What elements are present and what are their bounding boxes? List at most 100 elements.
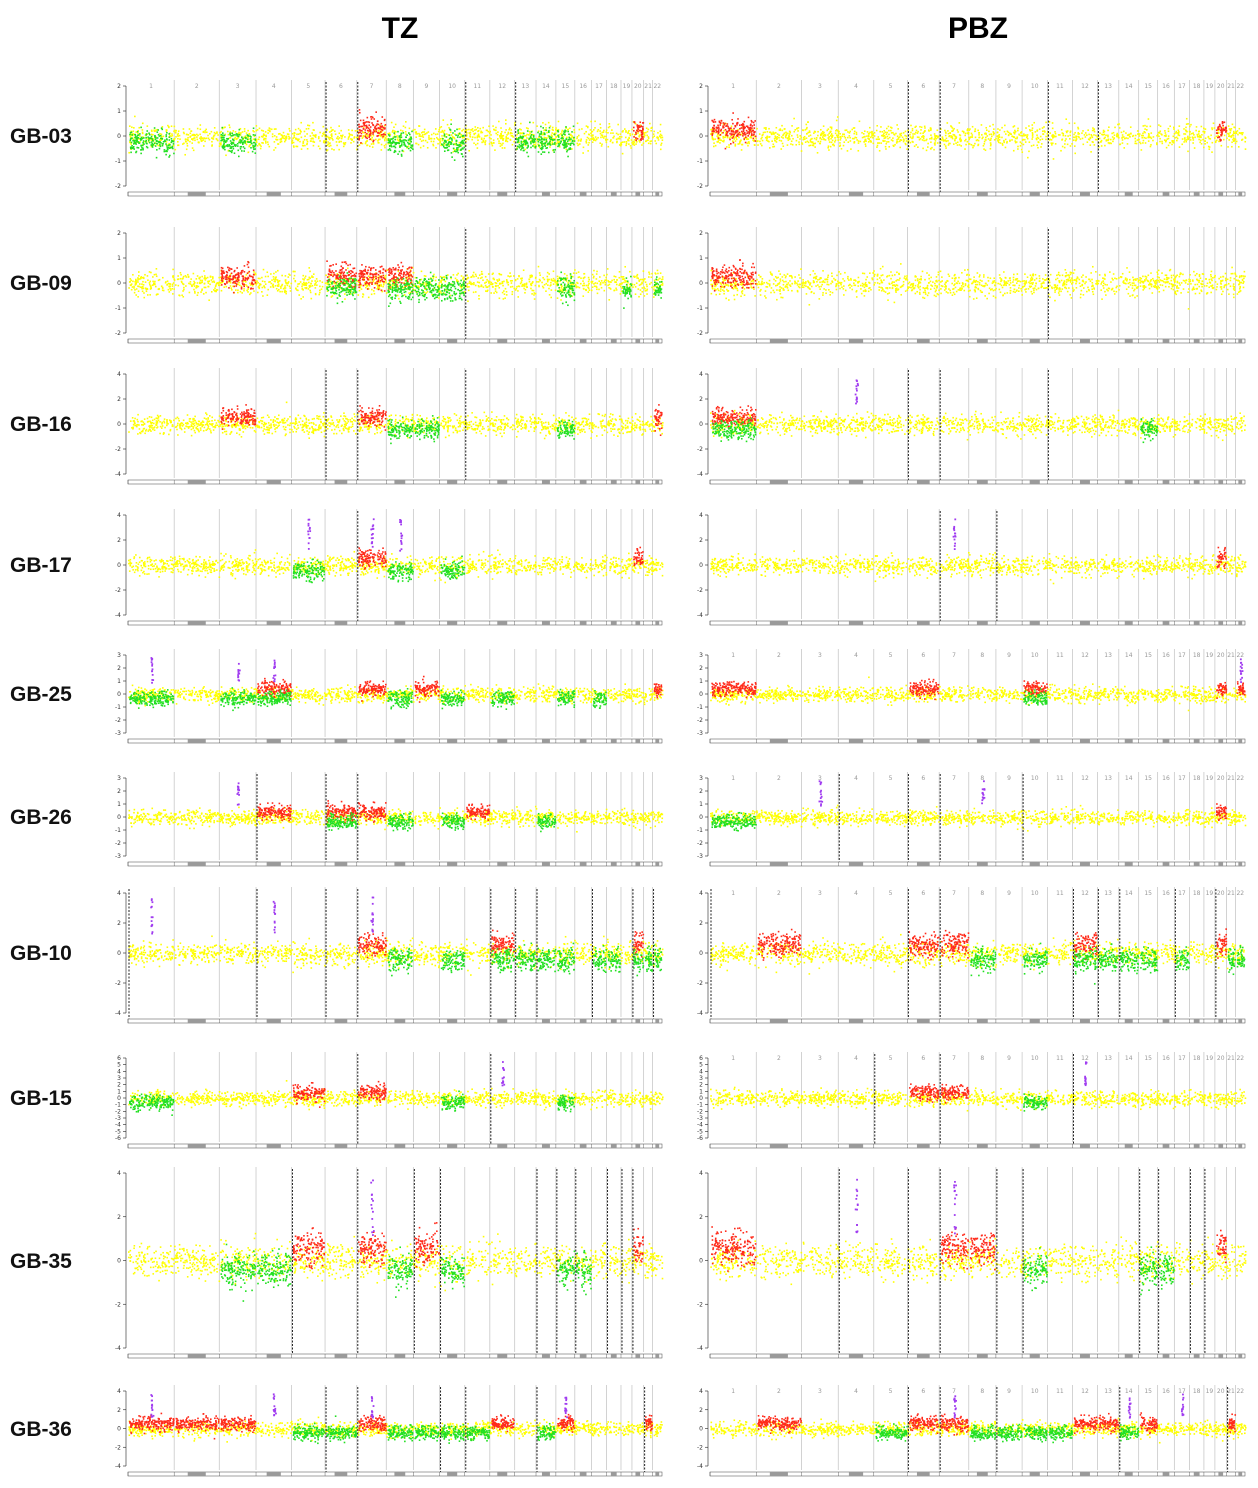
y-tick-label: 3	[699, 652, 703, 659]
chromosome-label: 5	[889, 1055, 893, 1062]
y-tick-label: 2	[699, 230, 703, 237]
chromosome-ideogram	[710, 480, 1245, 484]
sample-label: GB-35	[10, 1250, 110, 1274]
chromosome-label: 6	[921, 1055, 925, 1062]
chromosome-label: 4	[854, 83, 858, 90]
chromosome-label: 1	[731, 775, 735, 782]
chromosome-label: 13	[1104, 652, 1112, 659]
chromosome-label: 5	[889, 652, 893, 659]
chromosome-label: 19	[1206, 1055, 1214, 1062]
chromosome-label: 22	[653, 83, 661, 90]
y-tick-label: 2	[117, 788, 121, 795]
y-tick-label: -2	[115, 717, 121, 724]
chromosome-label: 16	[1162, 652, 1170, 659]
chromosome-label: 2	[777, 1055, 781, 1062]
y-tick-label: -2	[697, 1444, 703, 1451]
amplification-marker	[953, 518, 957, 550]
chromosome-label: 12	[1081, 652, 1089, 659]
chromosome-label: 22	[1236, 775, 1244, 782]
chromosome-label: 3	[236, 83, 240, 90]
gain-segment	[491, 1414, 514, 1432]
y-tick-label: -4	[697, 1010, 703, 1017]
y-tick-label: 0	[117, 280, 121, 287]
chromosome-label: 7	[370, 83, 374, 90]
y-tick-label: 2	[117, 665, 121, 672]
amplification-marker	[272, 660, 276, 683]
loss-segment	[441, 950, 466, 973]
chromosome-label: 2	[777, 1388, 781, 1395]
loss-segment	[441, 123, 465, 161]
chromosome-label: 21	[644, 83, 652, 90]
chromosome-label: 3	[818, 1055, 822, 1062]
chromosome-label: 1	[149, 83, 153, 90]
chromosome-label: 14	[1125, 83, 1133, 90]
loss-segment	[1159, 1254, 1175, 1290]
loss-segment	[516, 942, 536, 971]
chromosome-label: 11	[1056, 775, 1064, 782]
amplification-marker	[371, 1396, 375, 1418]
y-tick-label: 3	[699, 775, 703, 782]
chromosome-label: 11	[1056, 83, 1064, 90]
amplification-marker	[150, 1394, 154, 1418]
chromosome-ideogram	[128, 192, 662, 196]
amplification-marker	[1128, 1397, 1132, 1418]
chromosome-label: 11	[1056, 1388, 1064, 1395]
chromosome-label: 16	[1162, 83, 1170, 90]
column-title-tz: TZ	[250, 12, 550, 46]
gain-segment	[358, 264, 387, 292]
chromosome-label: 13	[522, 83, 530, 90]
loss-segment	[388, 948, 413, 977]
y-tick-label: 1	[117, 1088, 121, 1095]
gain-segment	[414, 1222, 440, 1267]
y-tick-label: 1	[117, 108, 121, 115]
y-tick-label: -5	[697, 1128, 703, 1135]
chromosome-label: 13	[1104, 890, 1112, 897]
chromosome-ideogram	[128, 1019, 662, 1023]
chromosome-ideogram	[128, 480, 662, 484]
chromosome-label: 13	[1104, 1388, 1112, 1395]
amplification-marker	[564, 1397, 568, 1418]
chromosome-ideogram	[710, 1354, 1245, 1358]
chromosome-label: 15	[1144, 1388, 1152, 1395]
chromosome-label: 17	[1178, 83, 1186, 90]
y-tick-label: 3	[117, 775, 121, 782]
chromosome-label: 1	[731, 652, 735, 659]
chromosome-ideogram	[128, 339, 662, 343]
chromosome-label: 14	[1125, 652, 1133, 659]
y-tick-label: -1	[115, 158, 121, 165]
amplification-marker	[1181, 1394, 1184, 1417]
chromosome-label: 1	[731, 83, 735, 90]
chromosome-label: 21	[1227, 890, 1235, 897]
y-tick-label: 2	[117, 1407, 121, 1414]
y-tick-label: 2	[699, 1407, 703, 1414]
amplification-marker	[1240, 658, 1244, 683]
y-tick-label: 2	[699, 788, 703, 795]
sample-label: GB-26	[10, 806, 110, 830]
y-tick-label: 0	[699, 280, 703, 287]
y-tick-label: 0	[117, 814, 121, 821]
neutral-points	[710, 805, 1246, 832]
chromosome-ideogram	[128, 1472, 662, 1476]
chromosome-label: 14	[1125, 890, 1133, 897]
y-tick-label: -1	[697, 158, 703, 165]
y-tick-label: -1	[697, 1102, 703, 1109]
y-tick-label: 6	[117, 1055, 121, 1062]
neutral-points	[128, 116, 663, 156]
y-tick-label: 0	[117, 950, 121, 957]
neutral-points	[128, 549, 663, 583]
y-tick-label: -3	[697, 1115, 703, 1122]
chromosome-label: 11	[1056, 652, 1064, 659]
chromosome-label: 21	[1227, 652, 1235, 659]
chromosome-label: 2	[777, 775, 781, 782]
chromosome-label: 19	[623, 83, 631, 90]
chromosome-label: 3	[818, 83, 822, 90]
chromosome-label: 17	[1178, 652, 1186, 659]
chromosome-label: 20	[1217, 652, 1225, 659]
chromosome-label: 4	[272, 83, 276, 90]
gain-segment	[1216, 547, 1227, 569]
column-title-pbz: PBZ	[828, 12, 1128, 46]
